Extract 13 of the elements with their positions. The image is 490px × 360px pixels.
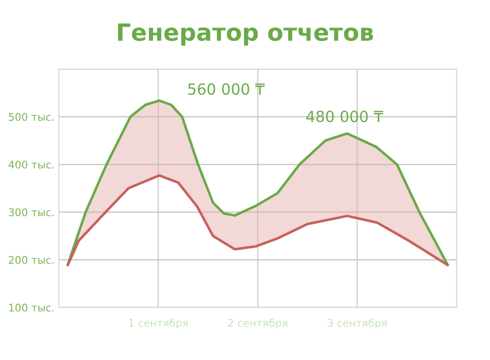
annotation: 560 000 ₸ xyxy=(188,83,265,95)
y-tick-label: 100 тыс. xyxy=(9,304,54,312)
annotation: 480 000 ₸ xyxy=(306,110,384,122)
y-tick-label: 200 тыс. xyxy=(8,256,54,264)
x-tick-label: 1 сентября xyxy=(129,318,188,329)
y-tick-label: 400 тыс. xyxy=(8,160,54,169)
y-tick-label: 300 тыс. xyxy=(8,208,54,216)
line-series xyxy=(66,99,449,266)
x-tick-label: 3 сентября xyxy=(328,318,387,329)
line-series xyxy=(66,174,449,266)
x-tick-label: 2 сентября xyxy=(228,318,288,329)
y-tick-label: 500 тыс. xyxy=(8,113,54,121)
chart-title: Генератор отчетов xyxy=(118,24,374,46)
